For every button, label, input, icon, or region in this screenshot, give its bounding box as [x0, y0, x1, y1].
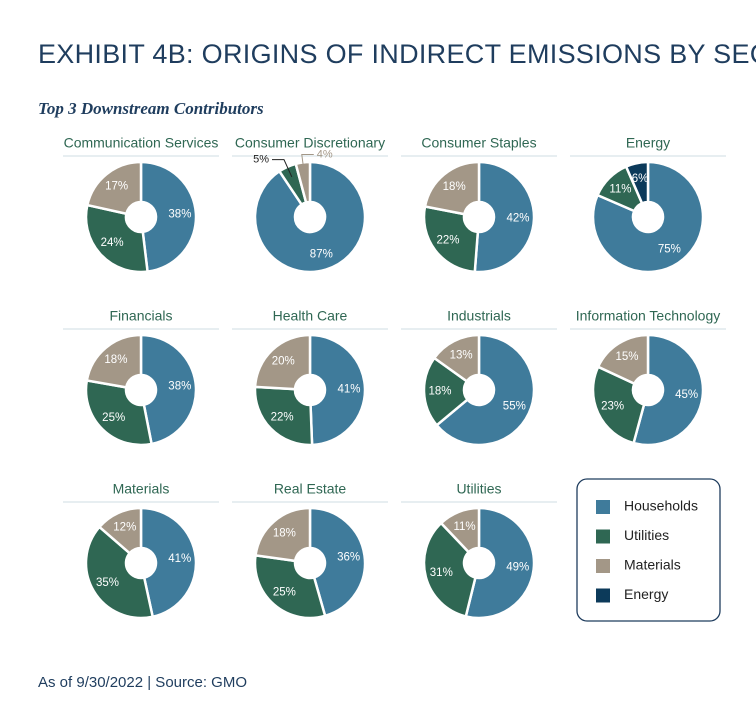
pie-slice: [591, 365, 646, 445]
pie-slice: [84, 525, 155, 620]
pie-slice: [85, 333, 143, 389]
chart-title: Energy: [626, 135, 670, 151]
value-label: 25%: [273, 586, 296, 598]
pie-slice: [139, 506, 198, 619]
pie-slice: [253, 553, 327, 620]
value-label: 4%: [317, 148, 333, 160]
value-label: 45%: [675, 389, 698, 401]
pie-slice: [294, 160, 312, 205]
chart-title: Real Estate: [274, 481, 347, 497]
value-label: 31%: [430, 567, 453, 579]
value-label: 36%: [337, 552, 360, 564]
chart-title: Consumer Staples: [421, 135, 536, 151]
chart-title: Industrials: [447, 308, 511, 324]
pie-slice: [308, 333, 367, 447]
page-title: EXHIBIT 4B: ORIGINS OF INDIRECT EMISSION…: [38, 39, 756, 69]
pie-slice: [253, 333, 312, 391]
pie-slice: [632, 333, 705, 447]
chart-title: Financials: [109, 308, 172, 324]
value-label: 12%: [113, 522, 136, 534]
value-label: 75%: [658, 244, 681, 256]
legend-swatch: [596, 529, 610, 544]
pie-slice: [591, 160, 705, 274]
legend-label: Households: [624, 498, 698, 514]
value-label: 35%: [96, 577, 119, 589]
pie-slice: [254, 506, 312, 563]
leader-line: [301, 154, 314, 174]
pie-slice: [432, 333, 481, 384]
pie-slice: [423, 160, 481, 216]
pie-slice: [439, 506, 481, 554]
pie-slice: [422, 205, 480, 274]
value-label: 49%: [506, 562, 529, 574]
subtitle: Top 3 Downstream Contributors: [38, 99, 264, 118]
value-label: 11%: [453, 521, 475, 533]
legend-label: Materials: [624, 557, 681, 573]
value-label: 18%: [273, 528, 296, 540]
value-label: 11%: [609, 183, 631, 195]
value-label: 23%: [601, 400, 624, 412]
value-label: 18%: [104, 354, 127, 366]
legend-swatch: [596, 500, 610, 514]
value-label: 55%: [503, 401, 526, 413]
chart-title: Materials: [113, 481, 170, 497]
leader-line: [271, 159, 293, 178]
chart-title: Information Technology: [576, 308, 721, 324]
pie-slice: [139, 333, 198, 446]
pie-slice: [624, 160, 650, 205]
value-label: 5%: [253, 154, 269, 166]
pie-slice: [253, 160, 367, 274]
legend-swatch: [596, 588, 610, 603]
pie-slice: [473, 160, 536, 274]
value-label: 42%: [506, 213, 529, 225]
value-label: 41%: [168, 553, 191, 565]
legend-swatch: [596, 559, 610, 573]
value-label: 38%: [168, 380, 191, 392]
value-label: 6%: [632, 173, 649, 185]
value-label: 20%: [272, 356, 295, 368]
legend-label: Utilities: [624, 527, 669, 543]
pie-slice: [97, 506, 143, 555]
value-label: 13%: [450, 349, 473, 361]
value-label: 87%: [310, 248, 333, 260]
value-label: 22%: [271, 411, 294, 423]
value-label: 17%: [105, 181, 128, 193]
source-note: As of 9/30/2022 | Source: GMO: [38, 674, 247, 691]
pie-slice: [84, 379, 154, 447]
pie-slice: [434, 333, 536, 447]
value-label: 18%: [429, 385, 452, 397]
value-label: 15%: [616, 351, 639, 363]
pie-slice: [596, 333, 650, 386]
pie-slice: [308, 506, 367, 618]
pie-slice: [139, 160, 198, 274]
chart-title: Communication Services: [64, 135, 219, 151]
pie-slice: [85, 160, 143, 216]
chart-title: Utilities: [456, 481, 501, 497]
value-label: 18%: [443, 181, 466, 193]
chart-title: Consumer Discretionary: [235, 135, 385, 151]
legend-label: Energy: [624, 586, 668, 602]
pie-slice: [84, 203, 149, 274]
legend-box: [576, 478, 721, 622]
chart-title: Health Care: [273, 308, 348, 324]
value-label: 41%: [337, 383, 360, 395]
pie-slice: [464, 506, 536, 620]
value-label: 25%: [102, 412, 125, 424]
pie-slice: [253, 385, 314, 447]
value-label: 38%: [168, 209, 191, 221]
value-label: 24%: [101, 237, 124, 249]
value-label: 22%: [436, 235, 459, 247]
